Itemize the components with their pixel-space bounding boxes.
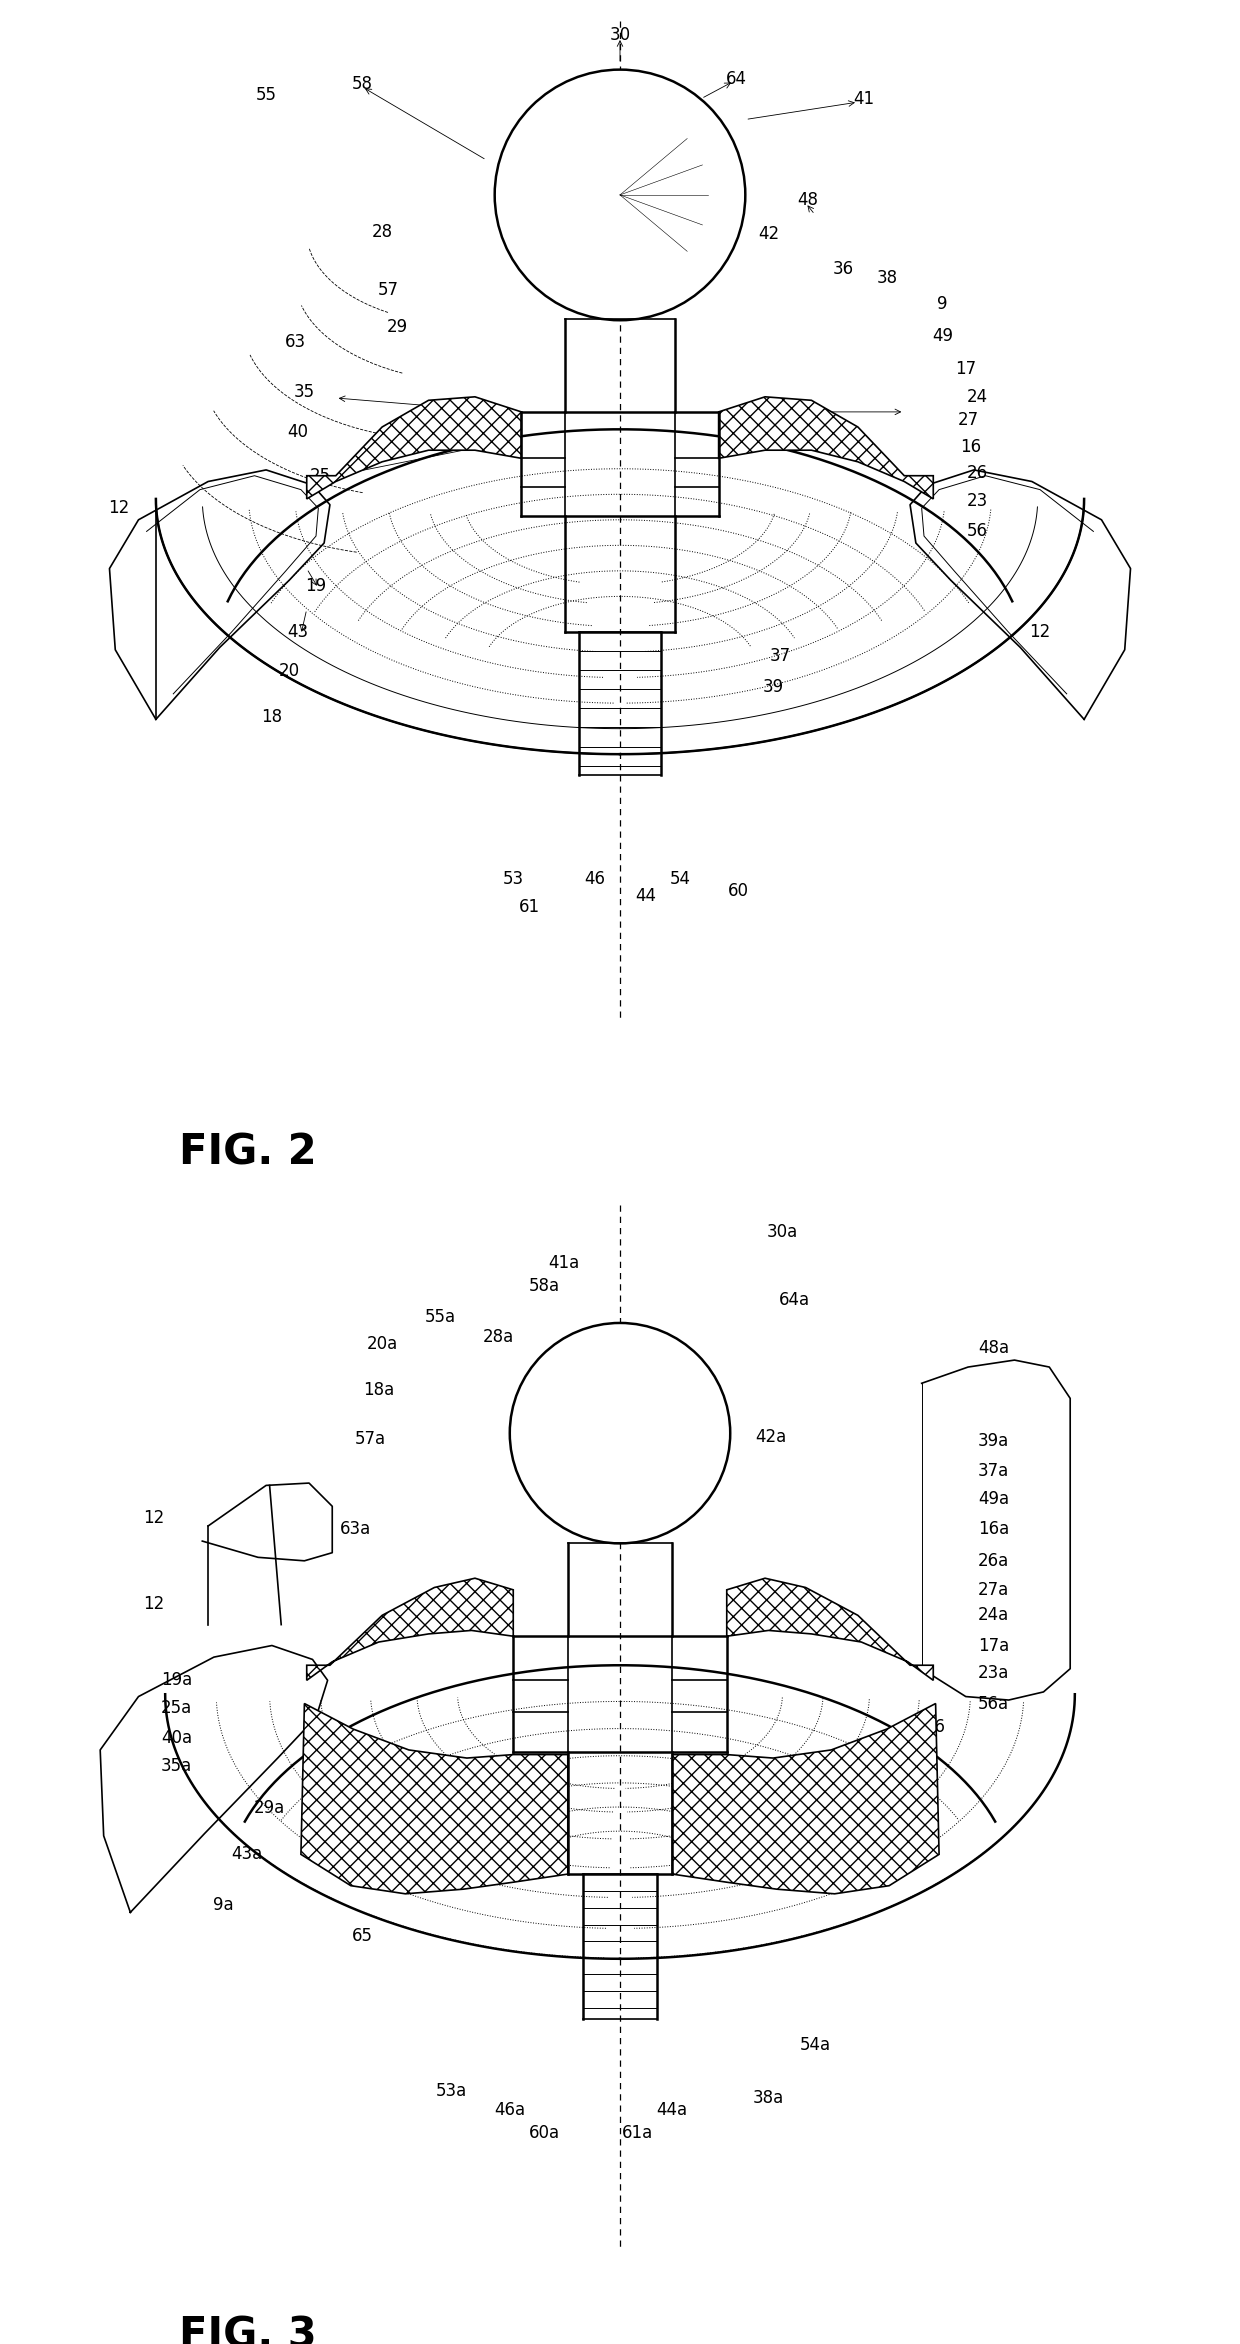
Text: 45a: 45a — [676, 1456, 708, 1474]
Text: 19: 19 — [305, 577, 326, 595]
Text: 40: 40 — [286, 422, 308, 441]
Circle shape — [495, 70, 745, 321]
Text: 54: 54 — [670, 870, 691, 888]
Text: 49a: 49a — [978, 1491, 1009, 1507]
Text: 56: 56 — [967, 523, 988, 541]
Text: 57a: 57a — [355, 1430, 386, 1449]
Text: 12: 12 — [143, 1510, 164, 1526]
Text: 63a: 63a — [340, 1521, 371, 1538]
Text: 45: 45 — [670, 218, 691, 234]
Text: 19a: 19a — [161, 1671, 192, 1690]
Text: 44a: 44a — [657, 2100, 688, 2119]
Text: 49: 49 — [932, 328, 954, 345]
Circle shape — [510, 1322, 730, 1542]
Text: 39: 39 — [763, 677, 784, 696]
Polygon shape — [719, 396, 934, 499]
Text: 43a: 43a — [231, 1845, 262, 1863]
Text: 20: 20 — [279, 661, 300, 680]
Text: 44: 44 — [635, 886, 656, 905]
Text: 12: 12 — [1029, 624, 1050, 642]
Text: 29: 29 — [387, 319, 408, 335]
Text: 55: 55 — [255, 87, 277, 103]
Text: 9: 9 — [937, 295, 947, 314]
Text: 48a: 48a — [978, 1338, 1009, 1357]
Text: 26a: 26a — [978, 1552, 1009, 1570]
Text: 46a: 46a — [495, 2100, 526, 2119]
Text: 61a: 61a — [621, 2124, 653, 2142]
Text: 41a: 41a — [548, 1254, 580, 1270]
Text: 39a: 39a — [978, 1432, 1009, 1451]
Text: 60: 60 — [728, 881, 749, 900]
Text: 66: 66 — [925, 1718, 946, 1735]
Text: 17: 17 — [955, 361, 976, 377]
Text: 28: 28 — [372, 223, 393, 241]
Text: 27a: 27a — [978, 1580, 1009, 1599]
Text: 48: 48 — [797, 190, 818, 209]
Text: 36: 36 — [832, 260, 853, 279]
Text: 23: 23 — [967, 492, 988, 511]
Text: 37: 37 — [770, 647, 791, 666]
Text: 25: 25 — [310, 466, 331, 485]
Text: 53: 53 — [502, 870, 523, 888]
Text: 42a: 42a — [755, 1427, 786, 1446]
Text: 23a: 23a — [978, 1664, 1009, 1683]
Polygon shape — [301, 1704, 568, 1894]
Text: 30: 30 — [609, 26, 631, 45]
Text: 40a: 40a — [161, 1730, 192, 1746]
Text: 24: 24 — [967, 387, 988, 406]
Text: 64: 64 — [725, 70, 746, 87]
Text: FIG. 2: FIG. 2 — [179, 1132, 316, 1174]
Text: 27: 27 — [957, 410, 978, 429]
Text: 42: 42 — [758, 225, 779, 244]
Text: 58a: 58a — [529, 1277, 560, 1294]
Text: FIG. 3: FIG. 3 — [179, 2316, 317, 2344]
Polygon shape — [306, 1578, 513, 1681]
Text: 56a: 56a — [978, 1695, 1009, 1713]
Text: 25a: 25a — [161, 1699, 192, 1718]
Text: 9a: 9a — [213, 1896, 233, 1915]
Text: 61: 61 — [518, 898, 541, 917]
Text: 38: 38 — [877, 270, 898, 288]
Text: 29a: 29a — [254, 1798, 285, 1817]
Text: 55a: 55a — [424, 1308, 456, 1327]
Text: 16a: 16a — [978, 1521, 1009, 1538]
Text: 18a: 18a — [363, 1381, 394, 1399]
Text: 64a: 64a — [779, 1292, 810, 1308]
Text: 20a: 20a — [367, 1334, 398, 1352]
Text: 16: 16 — [960, 438, 981, 455]
Text: 24a: 24a — [978, 1606, 1009, 1624]
Text: 38a: 38a — [753, 2089, 784, 2107]
Text: 57: 57 — [377, 281, 398, 300]
Text: 36a: 36a — [889, 1735, 920, 1751]
Text: 65: 65 — [352, 1927, 373, 1946]
Text: 12: 12 — [108, 499, 129, 518]
Text: 26: 26 — [967, 464, 988, 483]
Text: 35a: 35a — [161, 1758, 192, 1774]
Text: 37a: 37a — [978, 1463, 1009, 1481]
Text: 41: 41 — [853, 89, 874, 108]
Text: 58: 58 — [352, 75, 373, 91]
Text: 43: 43 — [286, 624, 308, 642]
Text: 17a: 17a — [978, 1636, 1009, 1655]
Text: 60a: 60a — [529, 2124, 560, 2142]
Text: 18: 18 — [262, 708, 283, 727]
Text: 12: 12 — [143, 1594, 164, 1613]
Polygon shape — [672, 1704, 939, 1894]
Polygon shape — [727, 1578, 934, 1681]
Text: 53a: 53a — [436, 2081, 467, 2100]
Text: 63: 63 — [284, 333, 306, 352]
Text: 54a: 54a — [800, 2035, 831, 2053]
Text: 35: 35 — [294, 382, 315, 401]
Text: 28a: 28a — [482, 1329, 513, 1345]
Polygon shape — [306, 396, 521, 499]
Text: 30a: 30a — [766, 1224, 799, 1242]
Text: 46: 46 — [584, 870, 605, 888]
